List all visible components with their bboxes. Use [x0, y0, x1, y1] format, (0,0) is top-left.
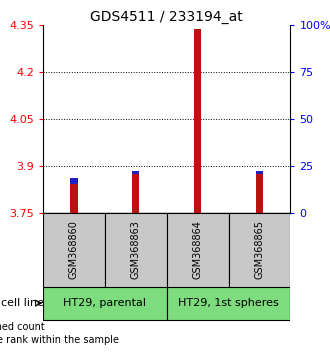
Bar	[256, 174, 263, 213]
Title: GDS4511 / 233194_at: GDS4511 / 233194_at	[90, 10, 243, 24]
Bar	[256, 171, 263, 174]
Legend: transformed count, percentile rank within the sample: transformed count, percentile rank withi…	[0, 322, 119, 345]
Bar	[228, 213, 290, 286]
Text: GSM368860: GSM368860	[69, 220, 79, 279]
Bar	[167, 213, 228, 286]
Bar	[132, 171, 139, 175]
Text: GSM368864: GSM368864	[193, 220, 203, 279]
Bar	[70, 184, 78, 213]
Text: HT29, 1st spheres: HT29, 1st spheres	[178, 298, 279, 308]
Bar	[70, 178, 78, 184]
Bar	[43, 213, 105, 286]
Bar	[105, 213, 167, 286]
Text: cell line: cell line	[1, 298, 44, 308]
Text: GSM368863: GSM368863	[131, 220, 141, 279]
Bar	[132, 175, 139, 213]
Text: GSM368865: GSM368865	[254, 220, 264, 279]
Bar	[43, 286, 167, 320]
Bar	[194, 29, 201, 213]
Bar	[167, 286, 290, 320]
Text: HT29, parental: HT29, parental	[63, 298, 146, 308]
